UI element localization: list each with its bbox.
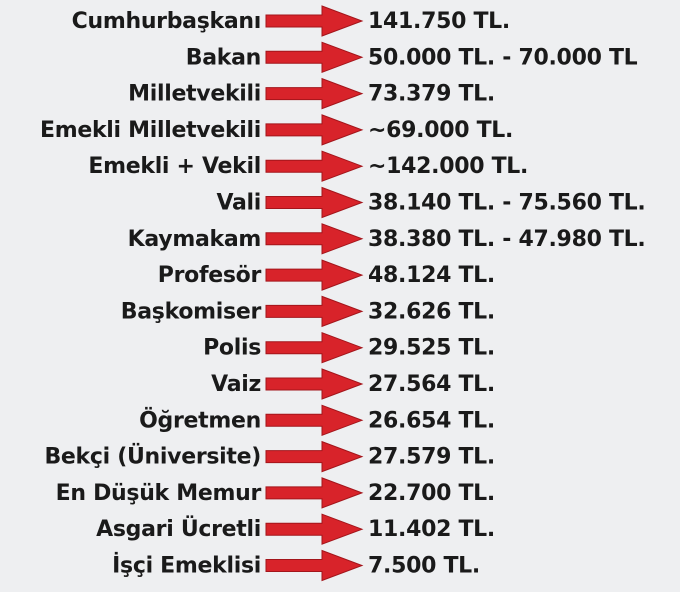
row-value: 50.000 TL. - 70.000 TL <box>368 45 638 70</box>
arrow <box>265 331 364 364</box>
arrow <box>265 440 364 473</box>
arrow <box>265 5 364 37</box>
row-value: 32.626 TL. <box>368 299 495 324</box>
arrow <box>265 259 364 291</box>
row-value: ~69.000 TL. <box>368 118 513 143</box>
row-value: 73.379 TL. <box>368 82 495 107</box>
row-value: 22.700 TL. <box>368 481 495 506</box>
row-label: Bakan <box>186 45 261 70</box>
row-label: Polis <box>203 336 261 361</box>
row-value: 27.564 TL. <box>368 372 495 397</box>
row-label: Vaiz <box>211 372 261 397</box>
row-value: 48.124 TL. <box>368 263 495 288</box>
arrow <box>265 114 364 146</box>
row-value: ~142.000 TL. <box>368 154 528 179</box>
row-label: Vali <box>216 191 261 216</box>
row-label: Kaymakam <box>128 227 261 252</box>
row-label: Asgari Ücretli <box>96 516 261 542</box>
row-label: Milletvekili <box>128 82 261 107</box>
row-label: Profesör <box>158 263 262 288</box>
row-label: Başkomiser <box>121 299 262 324</box>
row-value: 38.380 TL. - 47.980 TL. <box>368 227 645 252</box>
row-label: Emekli + Vekil <box>88 154 261 179</box>
arrow <box>265 368 364 400</box>
row-label: İşçi Emeklisi <box>112 553 261 579</box>
row-label: Bekçi (Üniversite) <box>44 444 261 470</box>
arrow <box>265 77 364 110</box>
row-value: 26.654 TL. <box>368 408 495 433</box>
arrow <box>265 477 364 509</box>
arrow <box>265 295 364 328</box>
arrow <box>265 41 364 74</box>
row-value: 29.525 TL. <box>368 336 495 361</box>
row-label: Öğretmen <box>139 407 261 433</box>
row-value: 11.402 TL. <box>368 517 495 542</box>
row-label: Emekli Milletvekili <box>40 118 261 143</box>
row-value: 27.579 TL. <box>368 445 495 470</box>
arrow <box>265 513 364 545</box>
arrow <box>265 150 364 182</box>
row-value: 38.140 TL. - 75.560 TL. <box>368 191 645 216</box>
row-label: Cumhurbaşkanı <box>72 9 261 34</box>
arrow <box>265 404 364 437</box>
row-value: 7.500 TL. <box>368 554 480 579</box>
row-label: En Düşük Memur <box>56 481 262 506</box>
row-value: 141.750 TL. <box>368 9 510 34</box>
arrow <box>265 186 364 219</box>
arrow <box>265 549 364 582</box>
arrow <box>265 223 364 255</box>
